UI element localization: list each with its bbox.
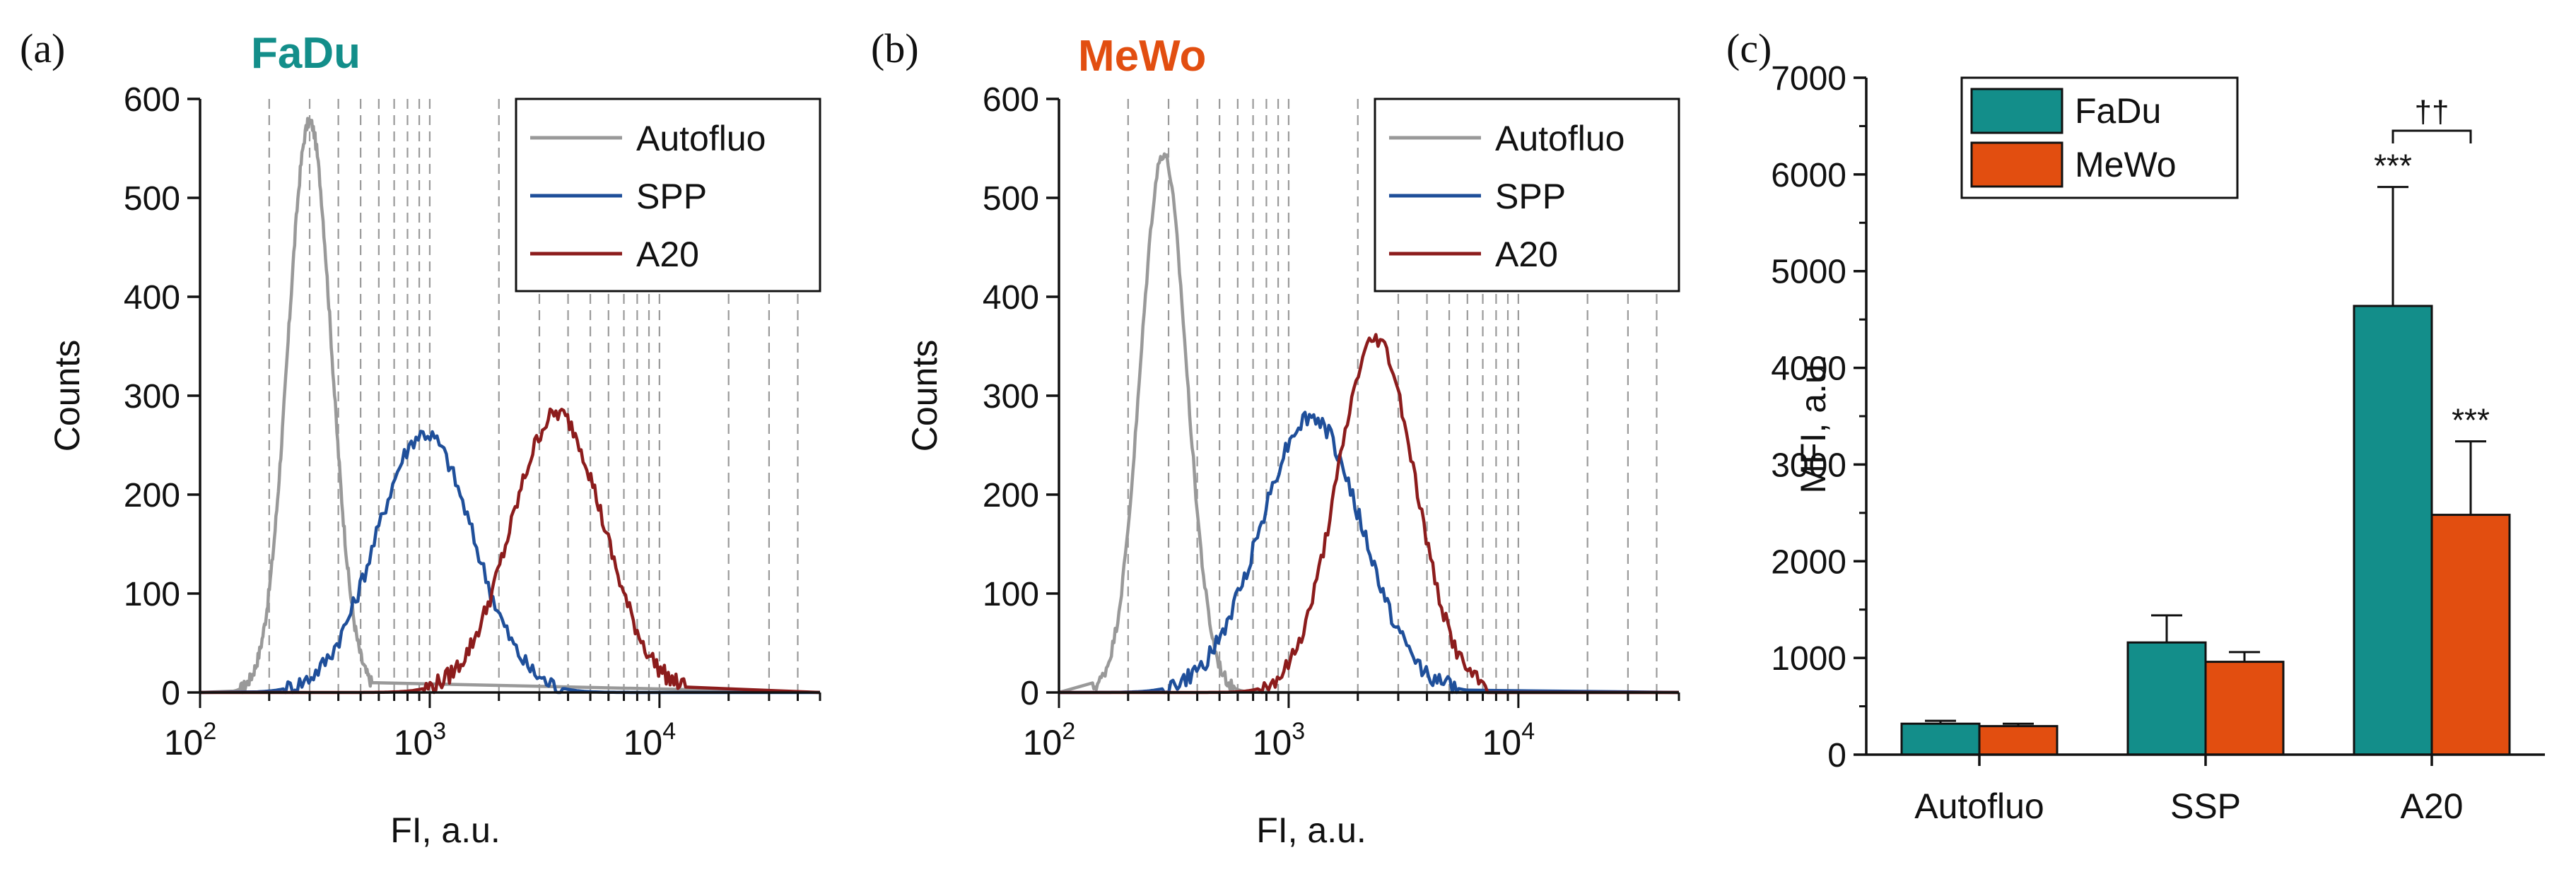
y-tick-label: 200 xyxy=(124,477,180,514)
x-tick-label: Autofluo xyxy=(1914,786,2044,826)
y-tick-label: 100 xyxy=(983,576,1039,613)
legend-label: A20 xyxy=(1495,235,1558,274)
curve-spp xyxy=(1058,411,1680,695)
x-tick-exponent: 3 xyxy=(433,718,446,745)
panel-label-b: (b) xyxy=(871,25,919,71)
y-axis-label: Counts xyxy=(905,340,944,452)
legend-label: Autofluo xyxy=(636,119,766,158)
x-axis-label: FI, a.u. xyxy=(390,810,500,850)
y-tick-label: 300 xyxy=(124,378,180,415)
y-tick-label: 100 xyxy=(124,576,180,613)
legend-swatch-mewo xyxy=(1970,141,2063,188)
curve-autofluo xyxy=(199,117,821,695)
x-tick-base: 10 xyxy=(1482,723,1522,762)
y-tick-label: 600 xyxy=(124,81,180,119)
legend-label: FaDu xyxy=(2075,91,2161,131)
bar-mewo-a20 xyxy=(2430,514,2511,756)
x-tick-label: 104 xyxy=(623,718,677,762)
y-tick-label: 600 xyxy=(983,81,1039,119)
legend-swatch-fadu xyxy=(1970,88,2063,134)
y-tick-label: 2000 xyxy=(1771,543,1846,581)
y-tick-label: 5000 xyxy=(1771,254,1846,291)
significance-stars: *** xyxy=(2374,148,2412,184)
bar-panel-mfi: (c) Autofluo SSP A20 0 1000 2000 3000 4000 5000 6… xyxy=(1726,25,2545,826)
significance-stars: *** xyxy=(2452,402,2490,439)
y-tick-label: 3000 xyxy=(1771,447,1846,484)
x-tick-base: 10 xyxy=(394,723,433,762)
y-tick-label: 1000 xyxy=(1771,640,1846,678)
curve-spp xyxy=(199,430,820,695)
x-tick-label: SSP xyxy=(2170,786,2241,826)
legend-label: SPP xyxy=(636,177,707,216)
panel-label-a: (a) xyxy=(20,25,65,71)
x-tick-label: A20 xyxy=(2401,786,2464,826)
x-tick-label: 102 xyxy=(164,718,217,762)
bar-mewo-ssp xyxy=(2204,661,2285,756)
y-tick-label: 300 xyxy=(983,378,1039,415)
x-tick-exponent: 2 xyxy=(1062,718,1075,745)
x-tick-exponent: 3 xyxy=(1292,718,1305,745)
y-tick-label: 500 xyxy=(124,180,180,218)
y-tick-label: 0 xyxy=(1020,675,1039,712)
x-tick-base: 10 xyxy=(164,723,204,762)
bar-fadu-ssp xyxy=(2126,641,2207,756)
x-tick-label: 102 xyxy=(1023,718,1076,762)
x-tick-exponent: 4 xyxy=(1521,718,1535,745)
y-axis-label: MFI, a.u. xyxy=(1793,354,1833,493)
panel-title-mewo: MeWo xyxy=(1078,32,1206,81)
y-tick-label: 0 xyxy=(1827,737,1846,774)
y-tick-label: 400 xyxy=(983,279,1039,317)
x-tick-base: 10 xyxy=(623,723,663,762)
panel-label-c: (c) xyxy=(1726,25,1772,71)
x-axis-label: FI, a.u. xyxy=(1256,810,1366,850)
bar-fadu-a20 xyxy=(2353,305,2433,756)
legend-label: Autofluo xyxy=(1495,119,1624,158)
y-tick-label: 6000 xyxy=(1771,157,1846,194)
x-tick-label: 103 xyxy=(394,718,447,762)
y-tick-label: 4000 xyxy=(1771,350,1846,388)
x-tick-exponent: 4 xyxy=(662,718,676,745)
bar-mewo-autofluo xyxy=(1978,725,2059,756)
curve-a20 xyxy=(1059,333,1679,695)
y-tick-label: 0 xyxy=(161,675,180,712)
x-tick-label: 104 xyxy=(1482,718,1535,762)
x-tick-base: 10 xyxy=(1253,723,1292,762)
x-tick-exponent: 2 xyxy=(203,718,216,745)
legend-label: MeWo xyxy=(2075,145,2177,184)
significance-label: †† xyxy=(2415,95,2449,129)
bar-fadu-autofluo xyxy=(1900,722,1981,756)
y-axis-label: Counts xyxy=(47,340,87,452)
x-tick-label: 103 xyxy=(1253,718,1306,762)
curve-a20 xyxy=(200,407,821,695)
legend-label: A20 xyxy=(636,235,699,274)
y-tick-label: 500 xyxy=(983,180,1039,218)
y-tick-label: 200 xyxy=(983,477,1039,514)
panel-title-fadu: FaDu xyxy=(251,29,361,78)
legend-label: SPP xyxy=(1495,177,1566,216)
y-tick-label: 7000 xyxy=(1771,60,1846,98)
y-tick-label: 400 xyxy=(124,279,180,317)
significance-bracket xyxy=(2391,129,2472,143)
x-tick-base: 10 xyxy=(1023,723,1062,762)
